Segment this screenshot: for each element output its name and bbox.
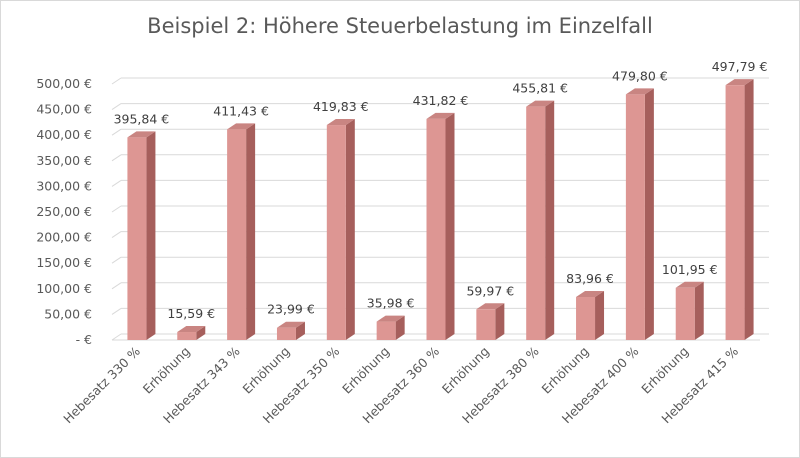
- y-tick-label: 150,00 €: [36, 255, 92, 270]
- bar-side: [445, 112, 455, 340]
- bar: [675, 287, 695, 340]
- bar: [376, 321, 396, 340]
- x-tick-label: Erhöhung: [339, 344, 392, 397]
- gridline-depth: [111, 154, 122, 162]
- bar-top: [576, 291, 605, 298]
- bar-side: [744, 79, 754, 340]
- x-tick-label: Erhöhung: [140, 344, 193, 397]
- data-label: 101,95 €: [662, 262, 718, 277]
- y-tick-label: 200,00 €: [36, 230, 92, 245]
- data-label: 455,81 €: [512, 81, 568, 96]
- bar: [227, 129, 247, 340]
- bar-side: [345, 119, 355, 340]
- bar: [526, 106, 546, 341]
- bar-top: [426, 112, 455, 119]
- bar-side: [146, 131, 156, 340]
- bar-side: [694, 281, 704, 340]
- y-tick-label: 300,00 €: [36, 178, 92, 193]
- gridline-depth: [111, 179, 122, 187]
- gridline-depth: [111, 282, 122, 290]
- bar-side: [595, 291, 605, 340]
- bar-top: [127, 131, 156, 138]
- gridline-depth: [111, 333, 122, 341]
- data-label: 497,79 €: [712, 59, 768, 74]
- y-axis: - € 50,00 € 100,00 € 150,00 € 200,00 € 250,00…: [36, 76, 92, 347]
- bar-top: [625, 88, 654, 95]
- gridline-depth: [111, 77, 122, 85]
- gridline-depth: [111, 103, 122, 111]
- y-tick-label: 450,00 €: [36, 102, 92, 117]
- bar: [127, 137, 147, 340]
- data-label: 419,83 €: [313, 99, 369, 114]
- bar-top: [276, 321, 305, 328]
- y-tick-label: - €: [76, 332, 92, 347]
- gridline-depth: [111, 205, 122, 213]
- gridline-depth: [111, 307, 122, 315]
- bar-top: [376, 315, 405, 322]
- bar-top: [526, 100, 555, 107]
- bar-top: [227, 123, 256, 130]
- x-tick-label: Hebesatz 330 %: [60, 343, 143, 426]
- data-label: 83,96 €: [566, 271, 614, 286]
- bar-top: [177, 326, 206, 333]
- chart-title: Beispiel 2: Höhere Steuerbelastung im Ei…: [147, 14, 653, 38]
- data-label: 431,82 €: [413, 93, 469, 108]
- data-label: 59,97 €: [466, 283, 514, 298]
- gridline-depth: [111, 128, 122, 136]
- x-tick-label: Erhöhung: [539, 344, 592, 397]
- bar-top: [725, 79, 754, 86]
- x-tick-label: Erhöhung: [638, 344, 691, 397]
- bar-side: [395, 315, 405, 340]
- data-labels: 395,84 € 15,59 € 411,43 € 23,99 € 419,83 € 35…: [114, 59, 768, 321]
- bar-side: [545, 100, 555, 341]
- data-label: 35,98 €: [367, 296, 415, 311]
- bar: [625, 94, 645, 340]
- y-tick-label: 400,00 €: [36, 127, 92, 142]
- gridline-depth: [111, 256, 122, 264]
- bar: [326, 125, 346, 340]
- bar: [725, 85, 745, 340]
- bar-side: [246, 123, 256, 340]
- bar-top: [675, 281, 704, 288]
- bar: [426, 118, 446, 340]
- bar-side: [196, 326, 206, 340]
- data-label: 15,59 €: [167, 306, 215, 321]
- x-tick-label: Erhöhung: [439, 344, 492, 397]
- data-label: 23,99 €: [267, 302, 315, 317]
- data-label: 411,43 €: [213, 103, 269, 118]
- y-tick-label: 350,00 €: [36, 153, 92, 168]
- y-tick-label: 50,00 €: [44, 306, 92, 321]
- data-label: 395,84 €: [114, 111, 170, 126]
- bar-top: [326, 119, 355, 126]
- x-tick-label: Erhöhung: [239, 344, 292, 397]
- gridline-depth: [111, 231, 122, 239]
- bar-side: [644, 88, 654, 340]
- bar: [276, 327, 296, 340]
- y-tick-label: 500,00 €: [36, 76, 92, 91]
- bar: [576, 297, 596, 340]
- bars: [127, 79, 754, 341]
- bar: [177, 332, 197, 340]
- bar-side: [495, 303, 505, 340]
- y-tick-label: 100,00 €: [36, 281, 92, 296]
- data-label: 479,80 €: [612, 68, 668, 83]
- bar: [476, 309, 496, 340]
- bar-side: [295, 321, 305, 340]
- y-tick-label: 250,00 €: [36, 204, 92, 219]
- bar-top: [476, 303, 505, 310]
